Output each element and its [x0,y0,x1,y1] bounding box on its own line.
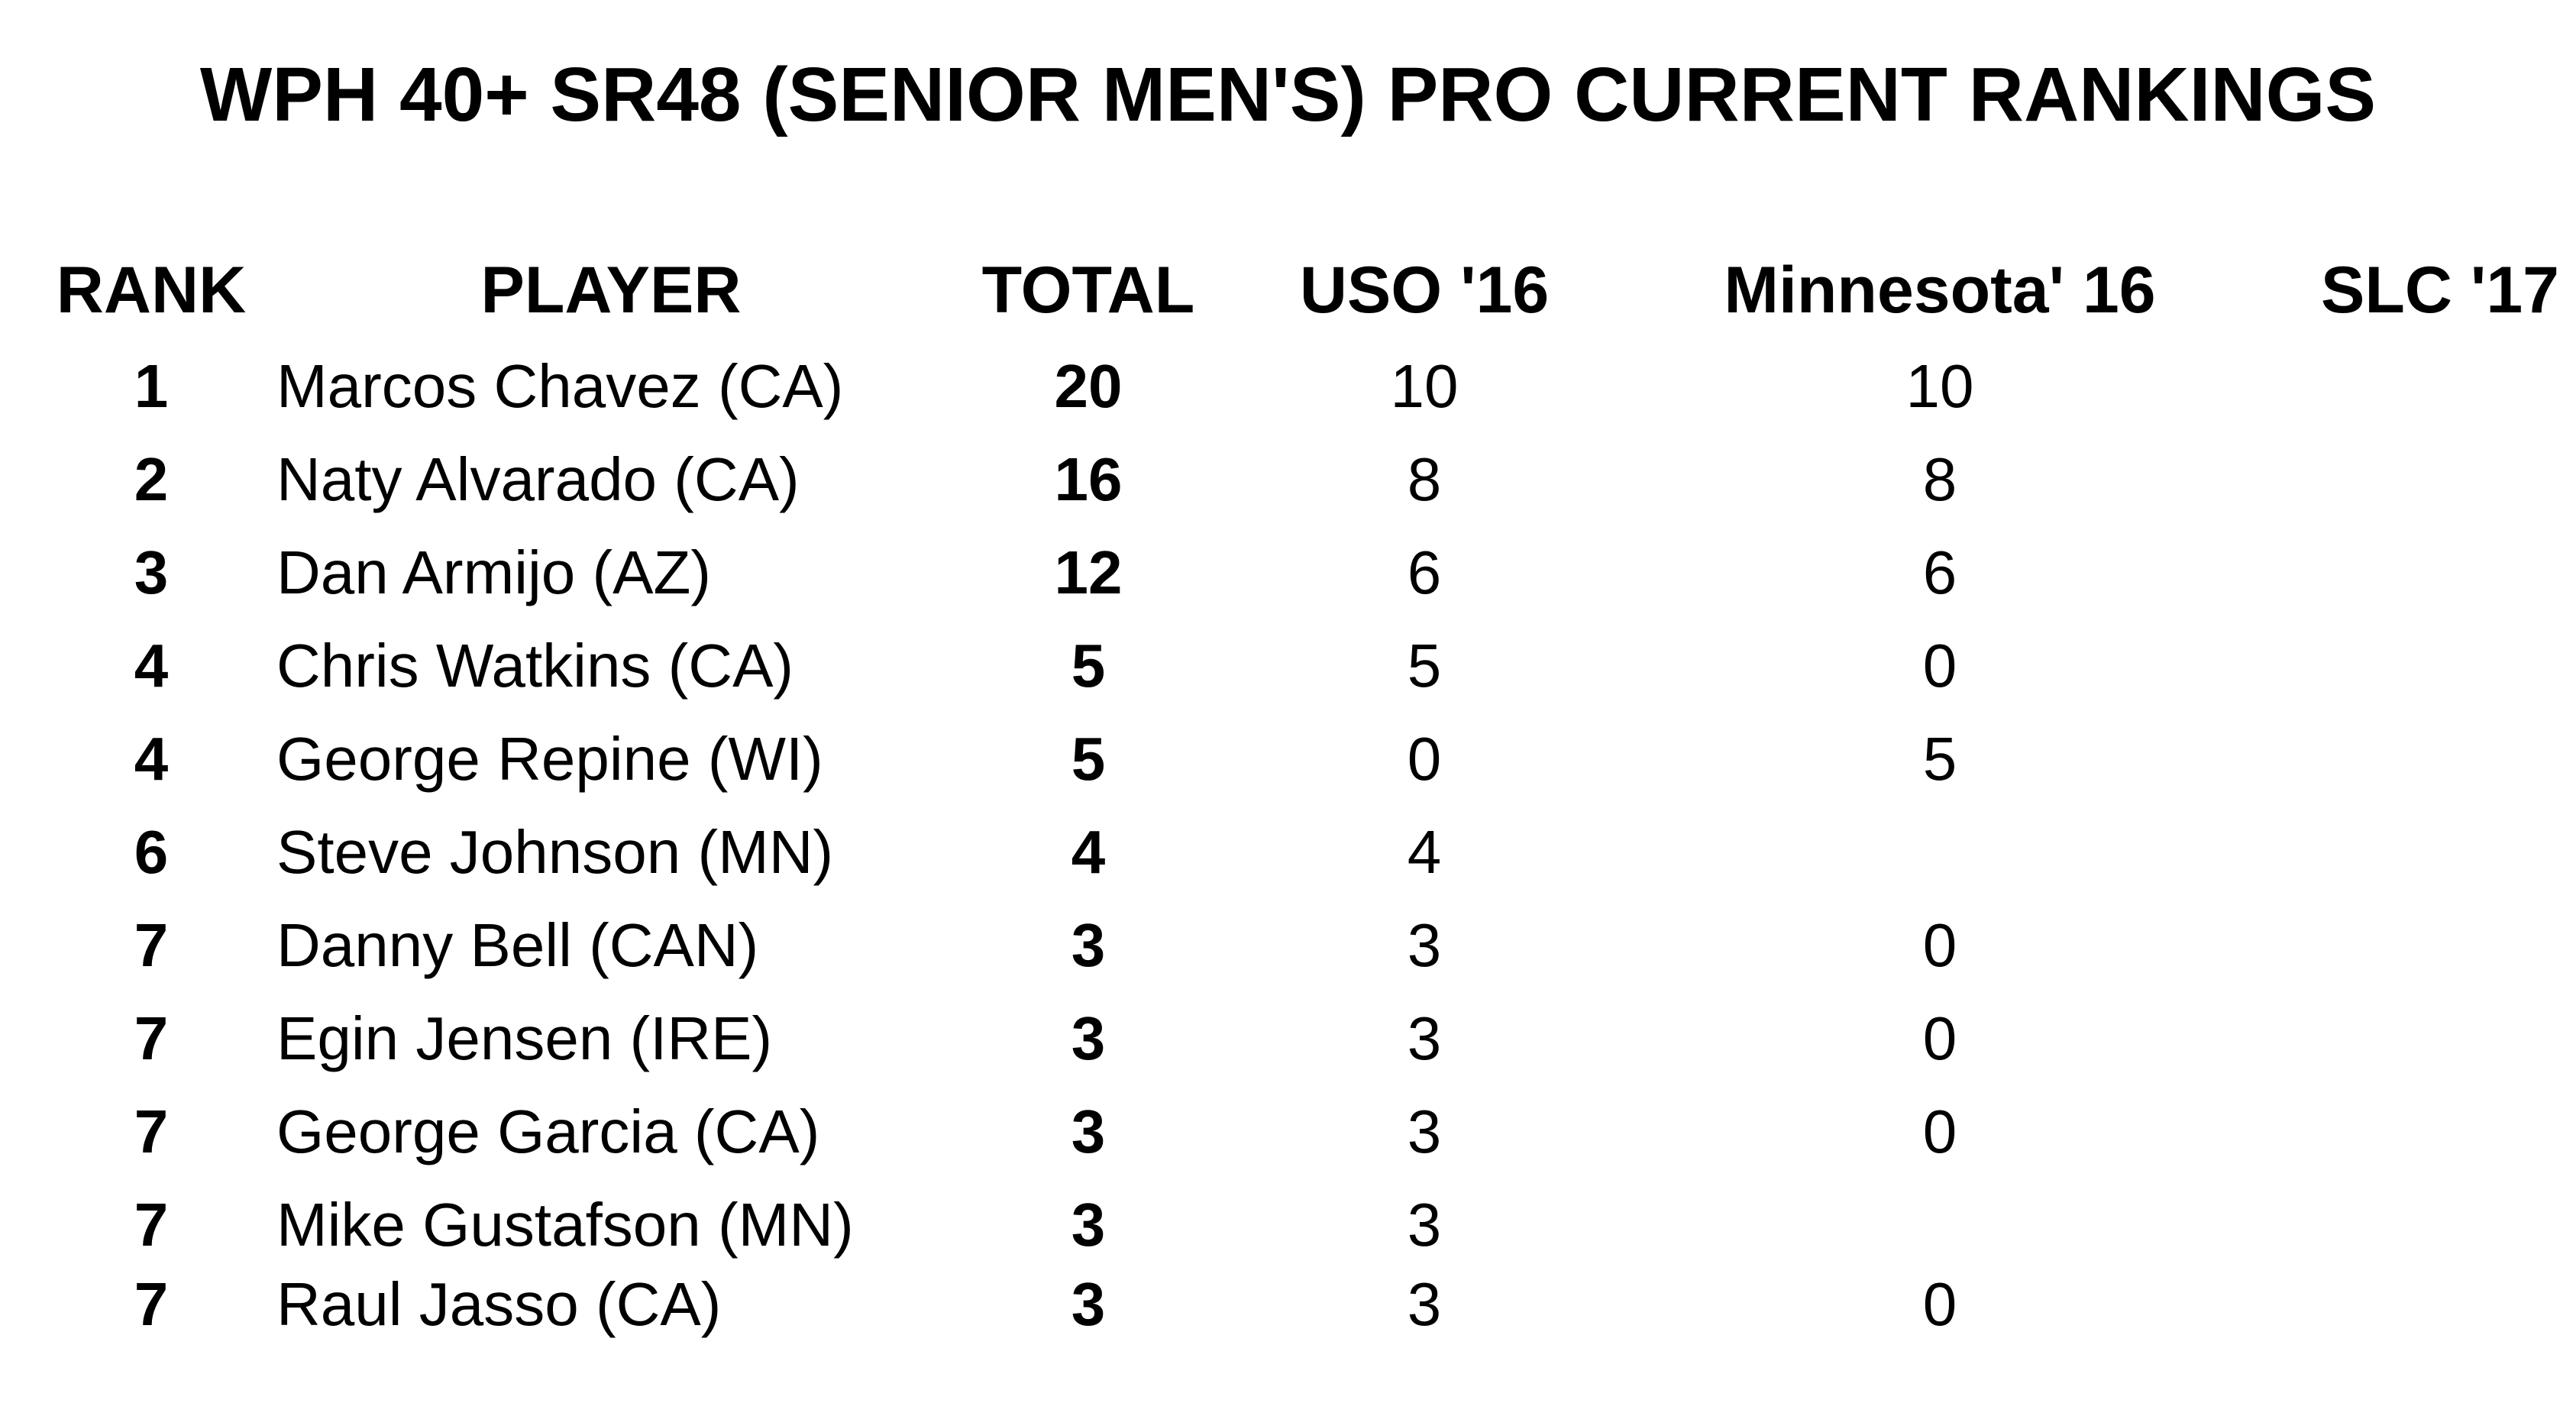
minnesota-cell: 0 [1922,1004,1957,1072]
player-cell: Mike Gustafson (MN) [276,1191,854,1259]
uso-cell: 3 [1407,1098,1442,1165]
player-cell: Danny Bell (CAN) [276,911,759,979]
player-cell: Egin Jensen (IRE) [276,1004,773,1072]
rank-cell: 6 [134,818,169,886]
table-row: 7 Danny Bell (CAN) 3 3 0 [0,904,2576,988]
rank-cell: 7 [134,1191,169,1259]
total-cell: 4 [1071,818,1106,886]
player-cell: Raul Jasso (CA) [276,1270,722,1338]
player-cell: George Repine (WI) [276,725,823,793]
table-row: 7 Egin Jensen (IRE) 3 3 0 [0,997,2576,1081]
table-row: 6 Steve Johnson (MN) 4 4 [0,810,2576,894]
total-cell: 3 [1071,1270,1106,1338]
minnesota-cell: 0 [1922,911,1957,979]
player-cell: Chris Watkins (CA) [276,632,794,700]
uso-cell: 3 [1407,1004,1442,1072]
total-cell: 3 [1071,1098,1106,1165]
total-cell: 3 [1071,1004,1106,1072]
header-total: TOTAL [981,254,1195,327]
uso-cell: 10 [1390,352,1459,420]
rank-cell: 3 [134,538,169,606]
player-cell: Dan Armijo (AZ) [276,538,711,606]
header-rank: RANK [56,254,247,327]
rank-cell: 7 [134,1004,169,1072]
uso-cell: 5 [1407,632,1442,700]
header-uso-16: USO '16 [1299,254,1550,327]
page-title: WPH 40+ SR48 (SENIOR MEN'S) PRO CURRENT … [199,52,2377,137]
uso-cell: 0 [1407,725,1442,793]
header-player: PLAYER [480,254,742,327]
total-cell: 3 [1071,1191,1106,1259]
uso-cell: 8 [1407,445,1442,513]
rank-cell: 1 [134,352,169,420]
minnesota-cell: 6 [1922,538,1957,606]
uso-cell: 3 [1407,911,1442,979]
minnesota-cell: 0 [1922,1270,1957,1338]
rank-cell: 4 [134,632,169,700]
rank-cell: 7 [134,1270,169,1338]
uso-cell: 3 [1407,1191,1442,1259]
table-row: 2 Naty Alvarado (CA) 16 8 8 [0,438,2576,522]
header-slc-17: SLC '17 [2320,254,2560,327]
total-cell: 16 [1054,445,1123,513]
total-cell: 5 [1071,725,1106,793]
minnesota-cell: 5 [1922,725,1957,793]
total-cell: 20 [1054,352,1123,420]
minnesota-cell: 10 [1905,352,1974,420]
player-cell: Marcos Chavez (CA) [276,352,844,420]
total-cell: 3 [1071,911,1106,979]
table-row: 7 Raul Jasso (CA) 3 3 0 [0,1262,2576,1346]
uso-cell: 6 [1407,538,1442,606]
minnesota-cell: 8 [1922,445,1957,513]
table-row: 1 Marcos Chavez (CA) 20 10 10 [0,344,2576,428]
uso-cell: 4 [1407,818,1442,886]
player-cell: Steve Johnson (MN) [276,818,834,886]
table-row: 4 George Repine (WI) 5 0 5 [0,717,2576,801]
total-cell: 5 [1071,632,1106,700]
header-minnesota-16: Minnesota' 16 [1724,254,2156,327]
minnesota-cell: 0 [1922,632,1957,700]
player-cell: Naty Alvarado (CA) [276,445,800,513]
rank-cell: 7 [134,1098,169,1165]
table-row: 3 Dan Armijo (AZ) 12 6 6 [0,531,2576,615]
minnesota-cell: 0 [1922,1098,1957,1165]
table-row: 7 George Garcia (CA) 3 3 0 [0,1090,2576,1174]
player-cell: George Garcia (CA) [276,1098,820,1165]
table-row: 7 Mike Gustafson (MN) 3 3 [0,1183,2576,1267]
total-cell: 12 [1054,538,1123,606]
rank-cell: 2 [134,445,169,513]
uso-cell: 3 [1407,1270,1442,1338]
rank-cell: 4 [134,725,169,793]
table-row: 4 Chris Watkins (CA) 5 5 0 [0,624,2576,708]
rank-cell: 7 [134,911,169,979]
